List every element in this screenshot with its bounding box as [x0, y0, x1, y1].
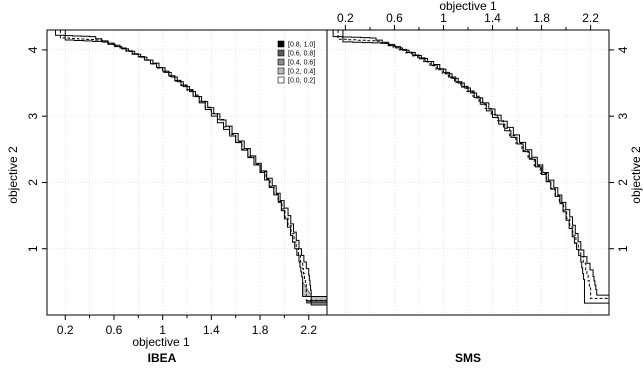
x-tick-label: 0.6 — [386, 11, 403, 25]
x-tick-label: 1.8 — [252, 323, 269, 337]
x-axis-ibea: 0.2 0.6 1 1.4 1.8 2.2 objective 1 — [57, 315, 317, 349]
x-axis-title: objective 1 — [439, 0, 497, 13]
attainment-curve-worst — [342, 30, 609, 296]
legend-swatch — [277, 49, 285, 57]
attainment-curve-median — [59, 30, 327, 301]
x-tick-label: 0.2 — [337, 11, 354, 25]
y-tick-label: 3 — [26, 113, 40, 120]
legend-label: [0.8, 1.0] — [288, 42, 315, 49]
grid — [327, 30, 609, 315]
panel-title-ibea: IBEA — [148, 351, 177, 365]
legend-swatch — [277, 67, 285, 75]
x-tick-label: 0.2 — [57, 323, 74, 337]
legend-swatch — [277, 40, 285, 48]
y-axis-title: objective 2 — [629, 146, 643, 204]
y-tick-label: 2 — [616, 179, 630, 186]
legend-label: [0.2, 0.4] — [288, 69, 315, 76]
sms-panel — [326, 29, 610, 316]
y-tick-label: 1 — [26, 245, 40, 252]
attainment-curve-median — [337, 30, 609, 299]
x-tick-label: 0.6 — [106, 323, 123, 337]
legend-label: [0.6, 0.8] — [288, 51, 315, 58]
y-tick-label: 3 — [616, 113, 630, 120]
panel-title-sms: SMS — [455, 351, 481, 365]
legend-swatch — [277, 58, 285, 66]
legend-swatch — [277, 76, 285, 84]
attainment-curve-worst — [64, 30, 327, 306]
x-tick-label: 1.8 — [533, 11, 550, 25]
y-tick-label: 4 — [616, 46, 630, 53]
legend-label: [0.4, 0.6] — [288, 60, 315, 67]
grid — [47, 30, 327, 315]
y-tick-label: 2 — [26, 179, 40, 186]
y-axis-ibea: 1 2 3 4 objective 2 — [6, 46, 47, 252]
legend: [0.8, 1.0] [0.6, 0.8] [0.4, 0.6] [0.2, 0.4]… — [277, 40, 315, 85]
x-tick-label: 1.4 — [203, 323, 220, 337]
x-tick-label: 2.2 — [300, 323, 317, 337]
x-tick-label: 1.4 — [484, 11, 501, 25]
plot-area — [55, 30, 327, 306]
x-axis-sms: 0.2 0.6 1 1.4 1.8 2.2 objective 1 — [337, 0, 599, 30]
legend-label: [0.0, 0.2] — [288, 78, 315, 85]
y-axis-sms: 1 2 3 4 objective 2 — [609, 46, 643, 252]
x-tick-label: 2.2 — [582, 11, 599, 25]
y-axis-title: objective 2 — [6, 146, 20, 204]
x-tick-label: 1 — [159, 323, 166, 337]
plot-area — [332, 30, 609, 304]
x-tick-label: 1 — [440, 11, 447, 25]
y-tick-label: 4 — [26, 46, 40, 53]
x-axis-title: objective 1 — [132, 335, 190, 349]
attainment-curve-best — [332, 30, 609, 304]
y-tick-label: 1 — [616, 245, 630, 252]
